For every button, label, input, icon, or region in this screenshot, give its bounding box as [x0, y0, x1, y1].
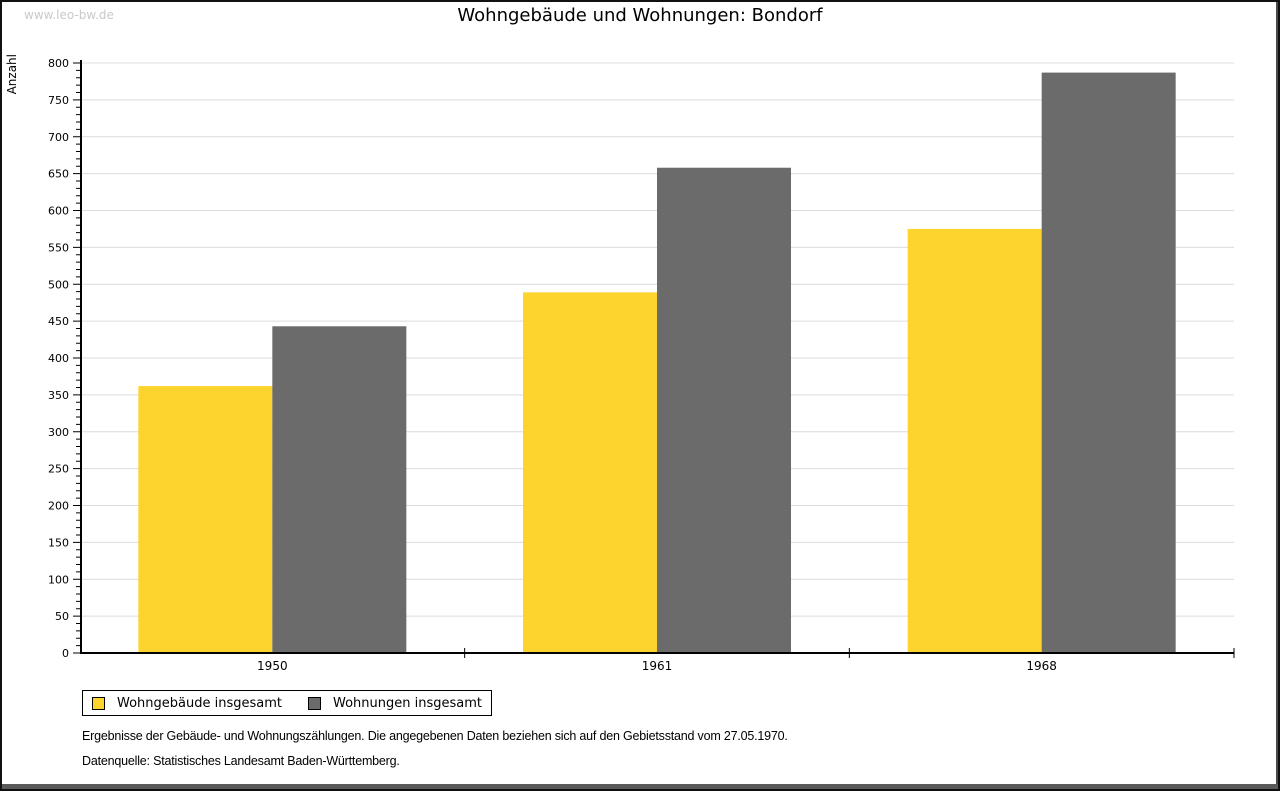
y-tick-label: 350 — [48, 389, 69, 402]
y-tick-label: 500 — [48, 278, 69, 291]
bar-1968-1 — [1041, 72, 1176, 653]
bar-1961-0 — [523, 292, 657, 653]
legend-swatch-gray — [308, 696, 321, 710]
page-title: Wohngebäude und Wohnungen: Bondorf — [457, 5, 823, 26]
y-tick-label: 600 — [48, 205, 69, 218]
y-tick-label: 750 — [48, 94, 69, 107]
legend-label: Wohngebäude insgesamt — [117, 695, 282, 711]
y-tick-label: 700 — [48, 131, 69, 144]
legend: Wohngebäude insgesamt Wohnungen insgesam… — [82, 690, 492, 716]
y-axis-label: Anzahl — [5, 54, 19, 95]
chart-canvas: 1950 1961 1968 0 50 100 150 200 250 300 350 400 450 5… — [48, 57, 1235, 673]
y-tick-label: 450 — [48, 315, 69, 328]
legend-swatch-yellow — [92, 696, 105, 710]
y-tick-label: 800 — [48, 57, 69, 70]
y-tick-label: 150 — [48, 536, 69, 549]
y-tick-label: 550 — [48, 241, 69, 254]
y-tick-label: 250 — [48, 463, 69, 476]
x-category-label: 1968 — [1026, 659, 1057, 673]
legend-item-wohngebaeude: Wohngebäude insgesamt — [92, 696, 282, 711]
y-tick-label: 50 — [55, 610, 69, 623]
legend-item-wohnungen: Wohnungen insgesamt — [308, 696, 482, 711]
footnote-data-source: Datenquelle: Statistisches Landesamt Bad… — [82, 754, 400, 768]
bar-1950-0 — [138, 386, 273, 653]
x-category-label: 1961 — [642, 659, 673, 673]
y-tick-label: 650 — [48, 168, 69, 181]
bar-1961-1 — [657, 167, 791, 653]
y-tick-label: 400 — [48, 352, 69, 365]
legend-label: Wohnungen insgesamt — [333, 695, 482, 711]
y-tick-label: 200 — [48, 500, 69, 513]
bar-1968-0 — [907, 228, 1042, 653]
x-category-label: 1950 — [257, 659, 288, 673]
footnote-source-note: Ergebnisse der Gebäude- und Wohnungszähl… — [82, 729, 788, 743]
watermark: www.leo-bw.de — [24, 8, 114, 22]
y-tick-label: 0 — [62, 647, 69, 660]
bar-1950-1 — [272, 326, 407, 653]
y-tick-label: 300 — [48, 426, 69, 439]
y-tick-label: 100 — [48, 573, 69, 586]
